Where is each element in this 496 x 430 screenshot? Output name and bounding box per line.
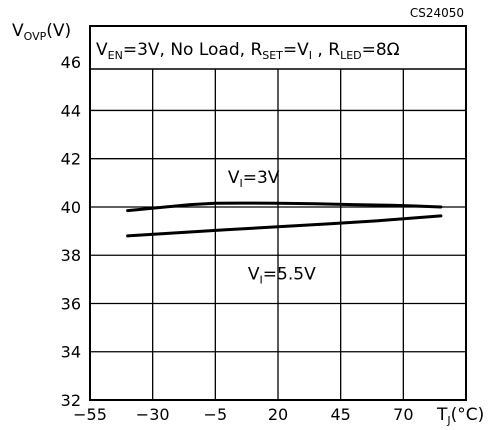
y-tick-label: 38	[61, 246, 81, 265]
y-axis-label: VOVP(V)	[12, 21, 71, 43]
x-tick-label: −30	[136, 405, 170, 424]
series-label-1: VI=3V	[228, 168, 280, 190]
y-tick-label: 36	[61, 294, 81, 313]
y-tick-label: 44	[61, 101, 81, 120]
conditions-box	[89, 25, 467, 70]
x-tick-label: 20	[268, 405, 288, 424]
y-tick-label: 34	[61, 343, 81, 362]
x-axis-label: TJ(°C)	[436, 405, 484, 427]
figure-id: CS24050	[410, 6, 464, 20]
series-line-1	[126, 201, 443, 213]
plot-frame	[89, 25, 467, 401]
y-tick-label: 40	[61, 198, 81, 217]
x-tick-label: −5	[204, 405, 228, 424]
series-line-2	[126, 214, 443, 238]
x-tick-label: 70	[393, 405, 413, 424]
x-tick-label: −55	[73, 405, 107, 424]
series-label-2: VI=5.5V	[248, 264, 316, 286]
y-tick-label: 46	[61, 53, 81, 72]
conditions-text: VEN=3V, No Load, RSET=VI , RLED=8Ω	[96, 40, 400, 62]
y-tick-label: 42	[61, 150, 81, 169]
y-tick-label: 32	[61, 391, 81, 410]
x-tick-label: 45	[330, 405, 350, 424]
